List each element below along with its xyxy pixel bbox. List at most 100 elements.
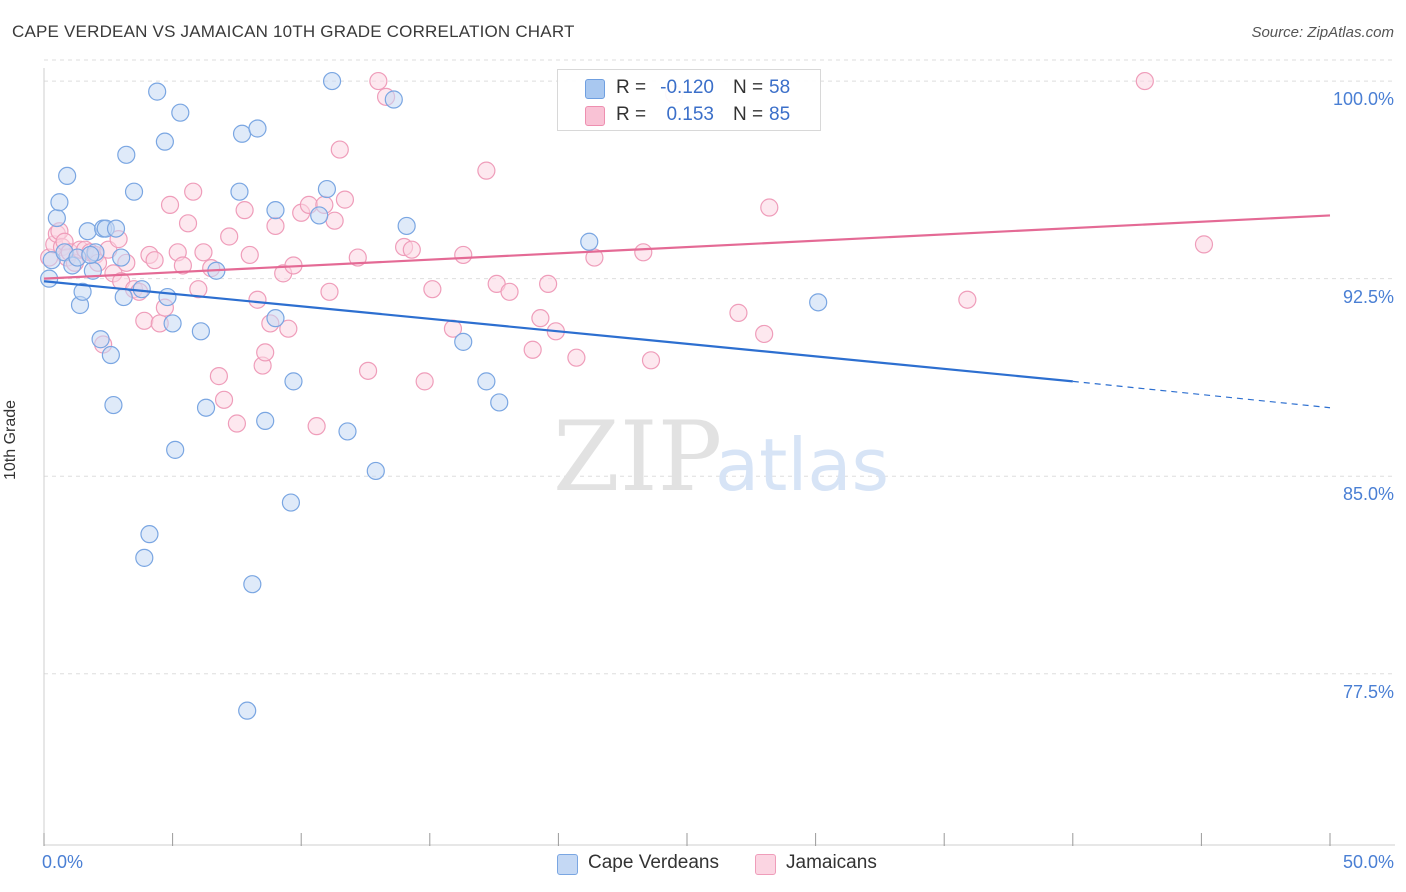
data-point-jamaicans: [567, 348, 586, 367]
legend-row-jamaicans: R = 0.153 N = 85: [558, 102, 820, 128]
data-point-cape-verdeans: [266, 201, 285, 220]
data-point-jamaicans: [523, 340, 542, 359]
data-point-jamaicans: [454, 245, 473, 265]
trendline-cape-verdeans: [43, 280, 1073, 383]
legend-row-cape-verdeans: R = -0.120 N = 58: [558, 75, 820, 101]
data-point-cape-verdeans: [112, 248, 131, 267]
y-axis-label: 10th Grade: [2, 399, 19, 480]
data-point-cape-verdeans: [158, 287, 177, 307]
data-point-cape-verdeans: [310, 206, 329, 225]
data-point-cape-verdeans: [490, 393, 509, 412]
data-point-cape-verdeans: [106, 219, 126, 238]
legend-swatch-blue: [585, 79, 605, 99]
data-point-cape-verdeans: [166, 440, 185, 459]
data-point-cape-verdeans: [50, 193, 69, 212]
y-tick-label: 85.0%: [1342, 484, 1394, 505]
trendline-cape-verdeans-extension: [1072, 380, 1331, 409]
data-point-jamaicans: [160, 195, 180, 214]
data-point-jamaicans: [325, 211, 344, 230]
data-point-jamaicans: [256, 343, 275, 362]
chart-source: Source: ZipAtlas.com: [1251, 24, 1394, 41]
correlation-legend: R = -0.120 N = 58 R = 0.153 N = 85: [557, 69, 821, 131]
data-point-jamaicans: [248, 290, 267, 309]
data-point-jamaicans: [755, 324, 774, 344]
r-label: R =: [616, 77, 647, 98]
data-point-cape-verdeans: [101, 345, 120, 365]
data-point-cape-verdeans: [248, 119, 267, 138]
data-point-jamaicans: [266, 216, 285, 236]
data-point-jamaicans: [958, 290, 977, 309]
data-point-cape-verdeans: [73, 282, 92, 301]
data-point-jamaicans: [760, 198, 779, 217]
data-point-jamaicans: [348, 248, 367, 267]
data-point-cape-verdeans: [384, 90, 403, 109]
data-point-cape-verdeans: [81, 245, 100, 265]
data-point-jamaicans: [135, 311, 154, 330]
data-point-cape-verdeans: [124, 182, 144, 201]
data-point-jamaicans: [369, 71, 388, 91]
data-point-jamaicans: [402, 240, 421, 259]
r-value: -0.120: [660, 77, 714, 98]
r-label: R =: [616, 104, 647, 125]
data-point-cape-verdeans: [171, 103, 190, 122]
data-point-jamaicans: [220, 227, 239, 246]
data-point-jamaicans: [214, 390, 234, 409]
n-label: N =: [733, 77, 764, 98]
data-point-cape-verdeans: [317, 179, 337, 199]
data-point-cape-verdeans: [580, 232, 599, 251]
data-point-cape-verdeans: [58, 166, 77, 186]
y-tick-label: 100.0%: [1332, 89, 1394, 110]
x-tick-label: 50.0%: [1342, 852, 1394, 872]
x-tick-label: 0.0%: [42, 852, 84, 872]
data-point-jamaicans: [227, 414, 246, 433]
legend-swatch-pink: [585, 106, 605, 126]
data-point-cape-verdeans: [104, 395, 123, 415]
data-point-jamaicans: [330, 140, 349, 159]
legend-swatch-blue: [557, 854, 578, 875]
data-point-cape-verdeans: [47, 208, 66, 228]
data-point-jamaicans: [320, 282, 339, 301]
data-point-cape-verdeans: [281, 493, 301, 512]
data-point-jamaicans: [1135, 71, 1154, 91]
data-point-jamaicans: [729, 303, 748, 322]
legend-label: Jamaicans: [786, 852, 877, 873]
data-point-jamaicans: [184, 182, 203, 201]
data-point-cape-verdeans: [397, 216, 416, 236]
data-point-cape-verdeans: [230, 182, 249, 201]
data-point-cape-verdeans: [366, 461, 385, 481]
data-point-cape-verdeans: [163, 314, 182, 333]
data-point-cape-verdeans: [284, 372, 303, 391]
data-point-cape-verdeans: [78, 222, 97, 241]
data-point-cape-verdeans: [155, 132, 174, 151]
n-value: 85: [769, 104, 791, 125]
data-point-jamaicans: [335, 190, 355, 209]
data-point-jamaicans: [173, 256, 192, 275]
n-value: 58: [769, 77, 791, 98]
data-point-cape-verdeans: [243, 575, 262, 594]
legend-label: Cape Verdeans: [588, 852, 719, 873]
data-point-cape-verdeans: [148, 82, 167, 101]
r-value: 0.153: [666, 104, 714, 125]
data-point-cape-verdeans: [266, 309, 285, 328]
n-label: N =: [733, 104, 764, 125]
data-point-cape-verdeans: [140, 525, 159, 544]
data-point-jamaicans: [641, 351, 661, 370]
data-point-cape-verdeans: [338, 422, 357, 441]
watermark-zip: ZIP: [553, 401, 722, 513]
data-point-cape-verdeans: [454, 332, 473, 351]
data-point-jamaicans: [240, 245, 259, 265]
data-point-jamaicans: [279, 319, 298, 338]
data-point-cape-verdeans: [114, 287, 133, 307]
data-point-cape-verdeans: [117, 145, 136, 164]
data-point-jamaicans: [189, 280, 208, 299]
data-point-cape-verdeans: [256, 411, 275, 430]
y-tick-label: 92.5%: [1342, 286, 1394, 307]
data-point-jamaicans: [415, 372, 434, 391]
data-point-jamaicans: [423, 280, 442, 299]
data-point-cape-verdeans: [191, 322, 210, 341]
series-legend: Cape Verdeans Jamaicans: [0, 852, 1406, 878]
data-point-cape-verdeans: [238, 701, 257, 720]
data-point-jamaicans: [531, 309, 550, 328]
data-point-jamaicans: [539, 274, 558, 294]
